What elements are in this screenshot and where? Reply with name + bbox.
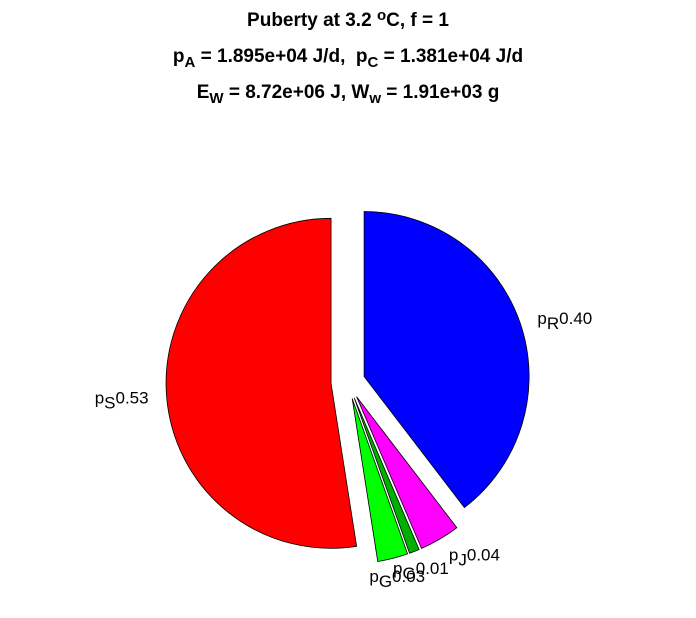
label-value: 0.53 [116, 389, 149, 408]
label-subscript: G [403, 564, 416, 583]
title-part: = 8.72e+06 J, W [224, 82, 370, 103]
label-subscript: J [458, 551, 467, 570]
pie-slice [353, 397, 420, 554]
title-part: = 1.895e+04 J/d, p [195, 46, 367, 67]
pie-slice [356, 396, 458, 549]
label-value: 0.40 [559, 309, 592, 328]
title-part: C [368, 54, 379, 71]
label-value: 0.04 [467, 546, 500, 565]
title-part: A [185, 54, 196, 71]
label-subscript: G [379, 572, 392, 591]
label-name: p [449, 546, 458, 565]
title-part: = 1.381e+04 J/d [378, 46, 523, 67]
slice-label: pS0.53 [95, 389, 149, 413]
label-subscript: S [104, 394, 115, 413]
chart-title: Puberty at 3.2 oC, f = 1 pA = 1.895e+04 J… [173, 7, 523, 107]
label-name: p [393, 559, 402, 578]
title-part: o [377, 7, 386, 24]
label-subscript: R [547, 314, 559, 333]
title-part: = 1.91e+03 g [381, 82, 499, 103]
slice-label: pJ0.04 [449, 546, 500, 570]
title-line: pA = 1.895e+04 J/d, pC = 1.381e+04 J/d [173, 46, 523, 71]
title-part: p [173, 46, 185, 67]
label-name: p [369, 567, 378, 586]
title-part: W [209, 90, 224, 107]
title-part: w [368, 90, 381, 107]
pie-slice [351, 398, 409, 562]
pie-slice [363, 211, 530, 509]
title-part: E [197, 82, 210, 103]
pie-slice [165, 217, 358, 549]
label-name: p [95, 389, 104, 408]
label-value: 0.01 [416, 559, 449, 578]
title-line: Puberty at 3.2 oC, f = 1 [247, 7, 449, 31]
title-part: Puberty at 3.2 [247, 10, 377, 31]
slice-label: pG0.01 [393, 559, 449, 583]
slice-label: pG0.03 [369, 567, 425, 591]
title-part: C, f = 1 [386, 10, 449, 31]
label-name: p [537, 309, 546, 328]
slice-label: pR0.40 [537, 309, 592, 333]
label-value: 0.03 [392, 567, 425, 586]
title-line: EW = 8.72e+06 J, Ww = 1.91e+03 g [197, 82, 500, 107]
